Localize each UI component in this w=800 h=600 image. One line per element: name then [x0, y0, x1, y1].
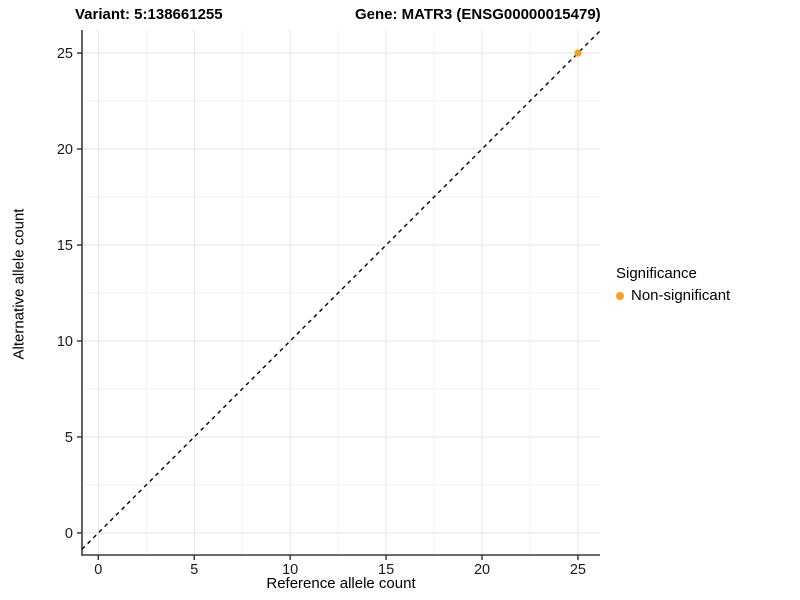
x-tick-label: 10: [282, 562, 298, 578]
x-tick-label: 15: [378, 562, 394, 578]
x-tick-label: 5: [190, 562, 198, 578]
y-tick-label: 15: [57, 238, 73, 254]
data-point: [574, 49, 582, 57]
y-axis-title: Alternative allele count: [10, 208, 28, 360]
x-tick-label: 0: [94, 562, 102, 578]
x-tick-label: 20: [474, 562, 490, 578]
gene-title: Gene: MATR3 (ENSG00000015479): [355, 6, 601, 23]
legend-swatch-dot-icon: [616, 291, 624, 300]
legend-item-label: Non-significant: [631, 287, 731, 304]
legend-title: Significance: [616, 265, 697, 282]
y-tick-label: 20: [57, 142, 73, 158]
identity-line: [81, 30, 601, 550]
legend-item-non-significant: Non-significant: [616, 287, 730, 304]
legend: Significance Non-significant: [616, 265, 730, 304]
y-tick-label: 0: [65, 526, 73, 542]
y-tick-label: 25: [57, 46, 73, 62]
x-axis-title: Reference allele count: [266, 575, 416, 592]
x-tick-label: 25: [570, 562, 586, 578]
y-tick-label: 5: [65, 430, 73, 446]
y-tick-label: 10: [57, 334, 73, 350]
variant-title: Variant: 5:138661255: [75, 6, 223, 23]
